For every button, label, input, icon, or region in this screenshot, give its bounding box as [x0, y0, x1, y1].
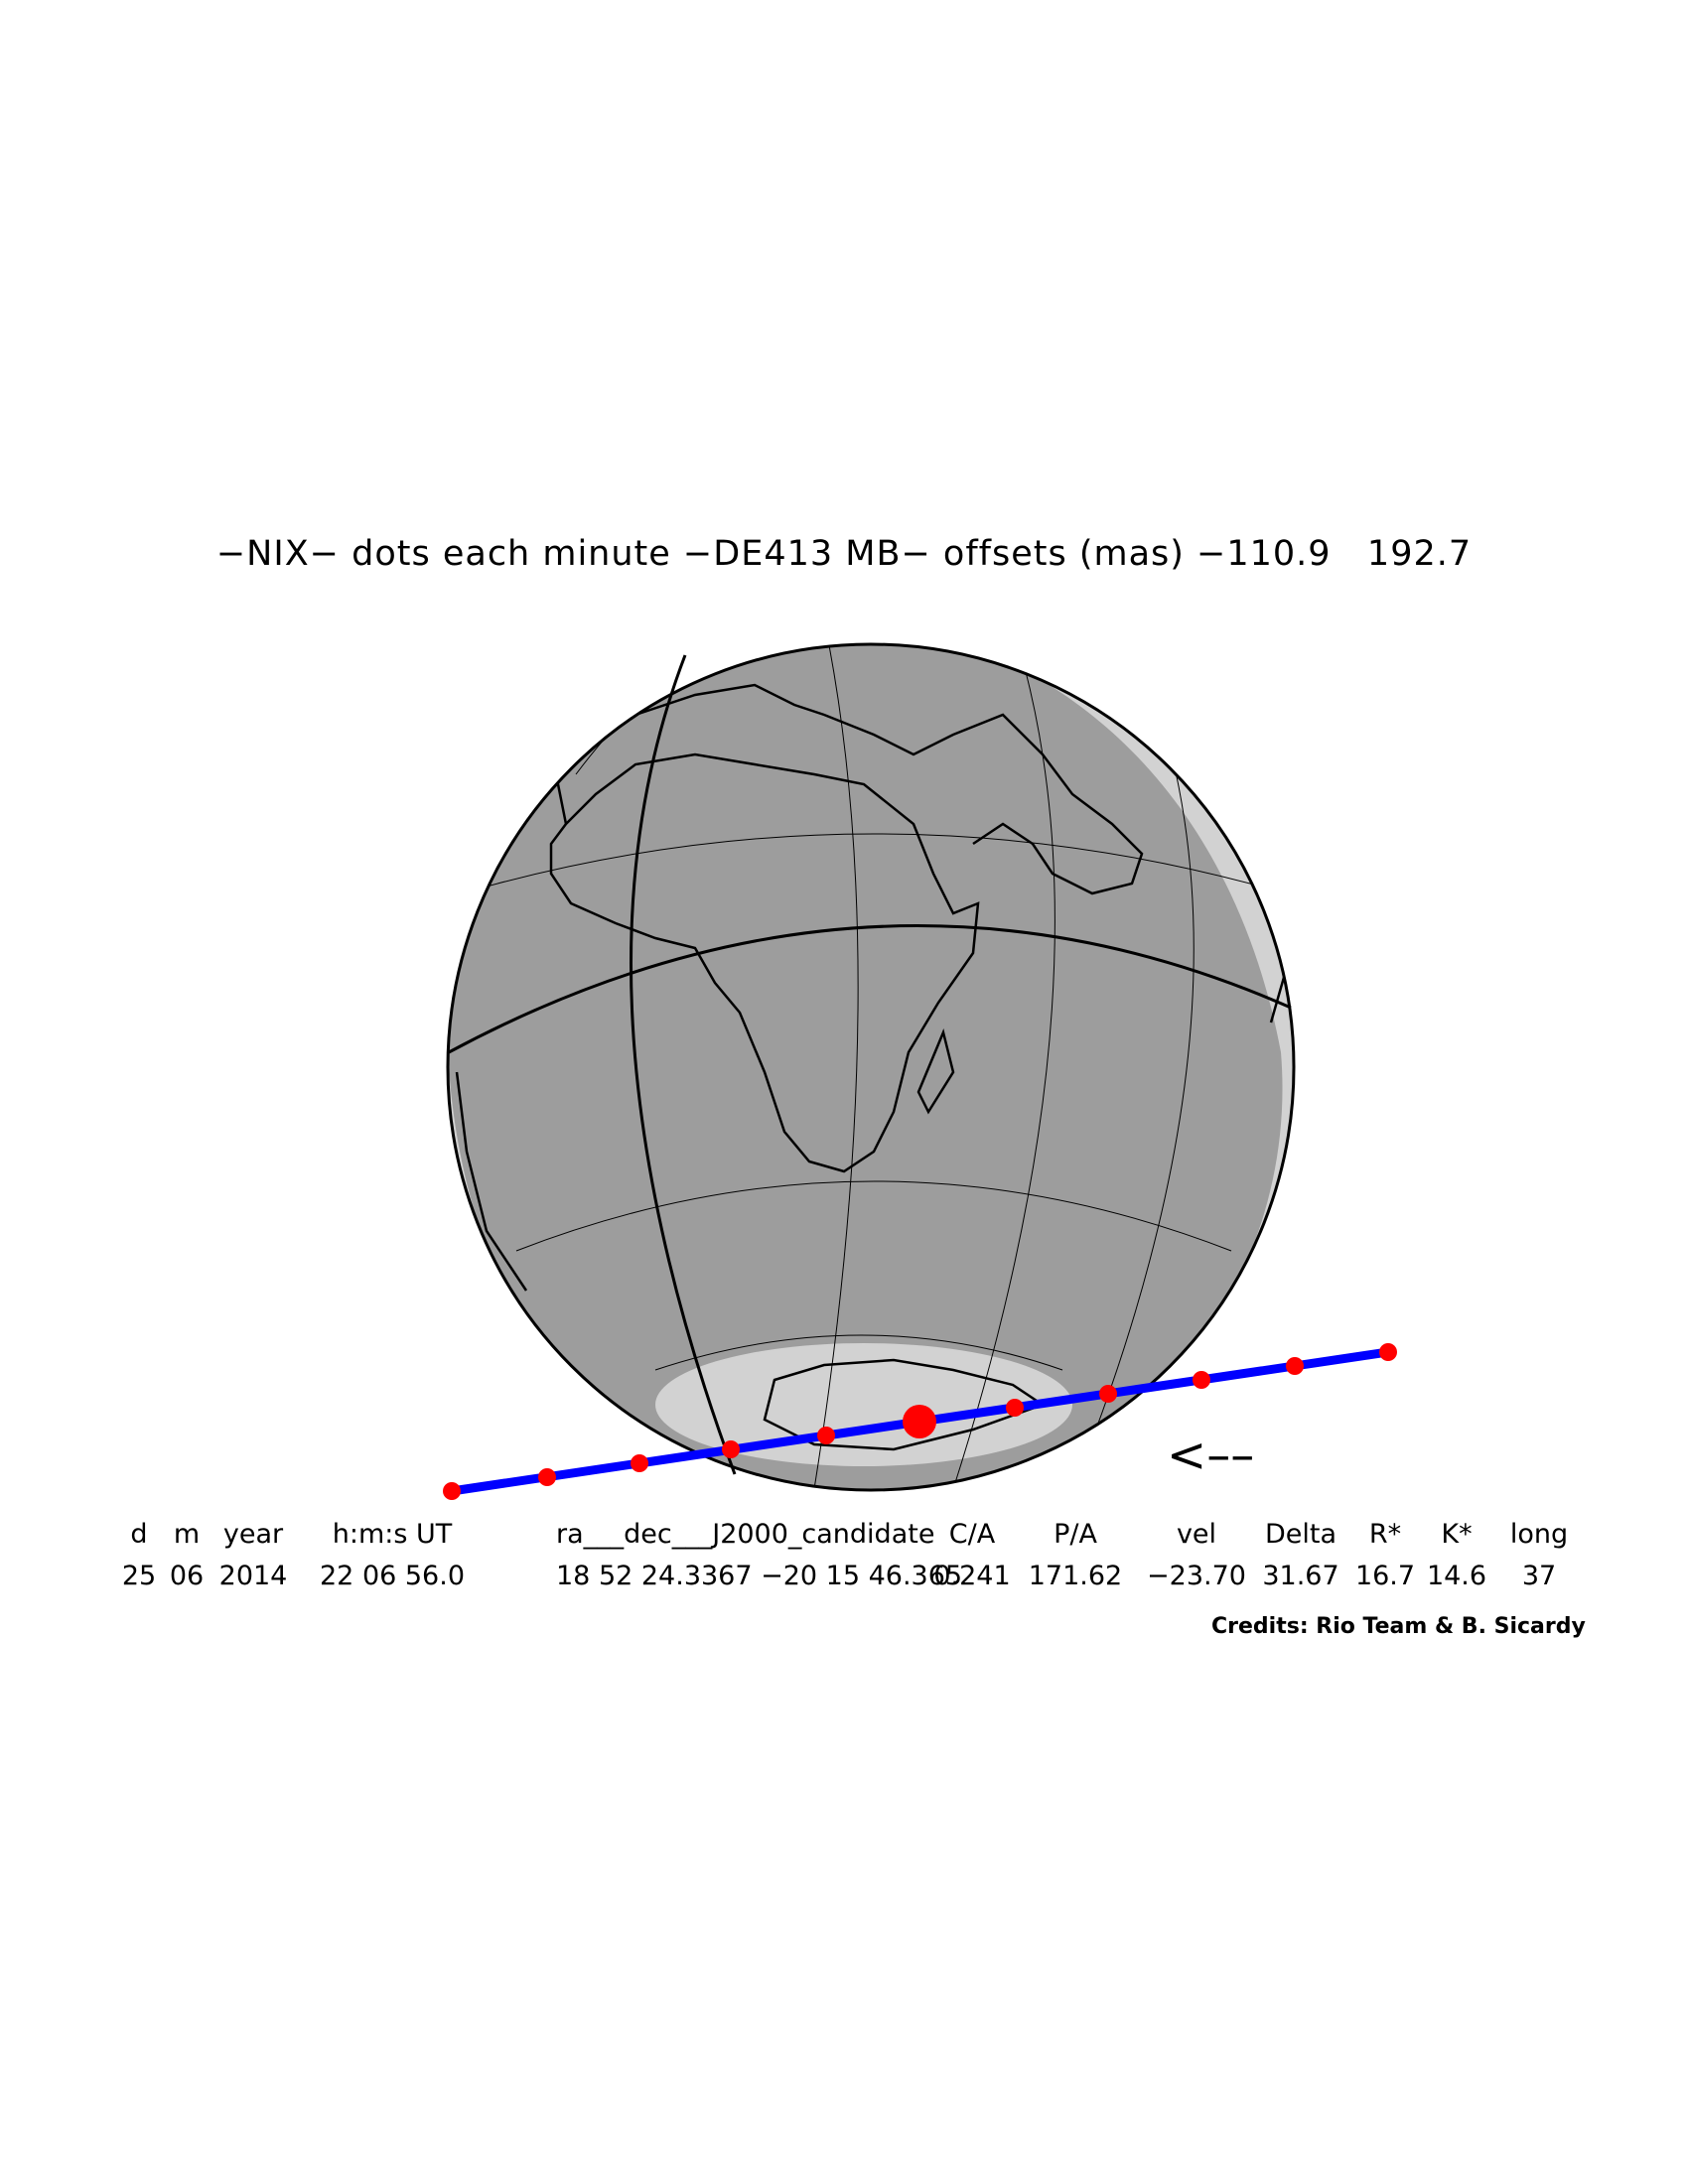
table-value: 171.62 — [1028, 1561, 1123, 1591]
minute-dot — [1286, 1357, 1304, 1375]
table-header: d — [130, 1519, 148, 1550]
table-header: C/A — [948, 1519, 996, 1550]
minute-dot — [1193, 1371, 1210, 1389]
table-value: 16.7 — [1354, 1561, 1416, 1591]
table-value: 22 06 56.0 — [320, 1561, 465, 1591]
table-value: −23.70 — [1147, 1561, 1246, 1591]
direction-arrow: <–– — [1167, 1428, 1255, 1483]
table-header: R* — [1368, 1519, 1402, 1550]
table-value: 0.241 — [933, 1561, 1011, 1591]
table-header: K* — [1441, 1519, 1473, 1550]
closest-approach-dot — [903, 1405, 936, 1438]
table-value: 2014 — [218, 1561, 288, 1591]
minute-dots — [443, 1343, 1397, 1500]
credits: Credits: Rio Team & B. Sicardy — [1211, 1614, 1586, 1639]
table-header: year — [222, 1519, 284, 1550]
table-header: h:m:s UT — [332, 1519, 453, 1550]
table-value: 31.67 — [1262, 1561, 1339, 1591]
graticule — [461, 644, 1287, 1490]
ocean-disc — [448, 644, 1294, 1490]
minute-dot — [1006, 1399, 1024, 1417]
globe-limb — [446, 642, 1296, 1492]
table-header: P/A — [1054, 1519, 1097, 1550]
table-header: Delta — [1264, 1519, 1337, 1550]
equator-and-meridian — [448, 654, 1292, 1475]
table-value: 18 52 24.3367 −20 15 46.365 — [556, 1561, 963, 1591]
map-title: −NIX− dots each minute −DE413 MB− offset… — [215, 534, 1473, 574]
minute-dot — [817, 1427, 835, 1444]
table-value: 06 — [169, 1561, 205, 1591]
table-value: 14.6 — [1426, 1561, 1487, 1591]
table-header: m — [173, 1519, 201, 1550]
minute-dot — [1379, 1343, 1397, 1361]
minute-dot — [538, 1468, 556, 1486]
table-header: long — [1509, 1519, 1569, 1550]
minute-dot — [443, 1482, 461, 1500]
table-value: 37 — [1521, 1561, 1557, 1591]
table-value: 25 — [121, 1561, 157, 1591]
minute-dot — [722, 1440, 740, 1458]
table-header: ra___dec___J2000_candidate — [556, 1519, 935, 1550]
minute-dot — [1099, 1385, 1117, 1403]
minute-dot — [631, 1454, 648, 1472]
table-header: vel — [1176, 1519, 1217, 1550]
